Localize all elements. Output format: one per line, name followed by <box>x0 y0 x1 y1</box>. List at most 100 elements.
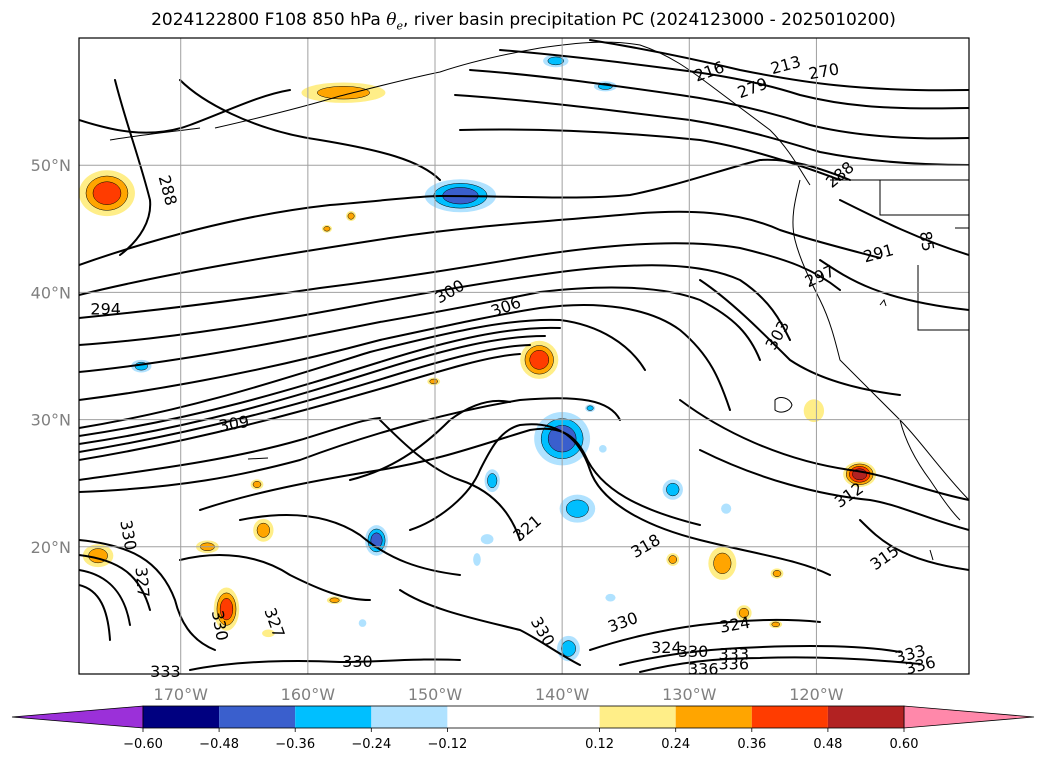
baja-coast <box>899 419 961 521</box>
contour-306 <box>79 318 646 429</box>
precip-blob-15-level-1 <box>666 482 680 497</box>
lon-tick-label-0: 170°W <box>154 685 209 704</box>
colorbar-segment-1 <box>143 706 220 728</box>
contour-north-2 <box>469 69 969 140</box>
colorbar-segment-3 <box>295 706 372 728</box>
lat-tick-label-2: 30°N <box>31 411 71 430</box>
contour-336 <box>639 656 921 673</box>
graticule <box>79 38 969 674</box>
precip-blob-34-level-1 <box>771 621 780 628</box>
island-4 <box>879 298 887 307</box>
contour-330d <box>179 554 371 601</box>
precip-blob-32-level-0 <box>605 593 616 602</box>
contour-label-23: 330 <box>342 652 373 671</box>
contour-label-30: 333 <box>719 644 750 663</box>
theta-e-contours <box>79 39 969 673</box>
contour-330g <box>589 618 821 651</box>
colorbar-tick-label-4: −0.12 <box>427 737 467 752</box>
precip-blob-19-level-2 <box>370 532 383 549</box>
contour-label-19: 327 <box>132 566 154 598</box>
precip-blob-5-level-1 <box>347 212 355 220</box>
contour-center-2 <box>239 514 461 576</box>
map-title: 2024122800 F108 850 hPa θe, river basin … <box>0 10 1047 32</box>
theta-symbol: θ <box>386 10 397 30</box>
contour-label-26: 324 <box>651 638 682 657</box>
precip-blob-16-level-0 <box>721 503 732 514</box>
precip-blob-3-level-1 <box>547 56 564 66</box>
colorbar <box>11 705 1035 729</box>
contour-309c <box>79 344 531 453</box>
contour-alaska-2 <box>114 79 152 256</box>
precip-blob-27-level-0 <box>358 619 367 627</box>
contour-333 <box>619 645 901 666</box>
longitude-labels: 170°W 160°W 150°W 140°W 130°W 120°W <box>154 685 844 704</box>
contour-312 <box>79 417 381 481</box>
lon-tick-label-3: 140°W <box>535 685 590 704</box>
colorbar-extend-high <box>903 705 1035 729</box>
contour-sw-4 <box>859 519 969 571</box>
contour-315 <box>79 397 621 493</box>
contour-north-3 <box>454 94 969 166</box>
lon-tick-label-5: 120°W <box>789 685 844 704</box>
title-prefix: 2024122800 F108 850 hPa <box>151 10 387 30</box>
contour-330e <box>399 589 581 666</box>
colorbar-tick-label-6: 0.24 <box>661 737 690 752</box>
precip-blob-33-level-1 <box>738 607 749 618</box>
aleutian-chain <box>109 127 201 141</box>
contour-label-31: 336 <box>719 655 750 674</box>
colorbar-segment-8 <box>751 706 828 728</box>
contour-330f <box>189 658 461 671</box>
colorbar-tick-label-3: −0.24 <box>351 737 391 752</box>
contour-alaska-3 <box>179 79 441 181</box>
state-border-1 <box>879 180 969 216</box>
colorbar-tick-label-0: −0.60 <box>123 737 163 752</box>
lat-tick-label-1: 40°N <box>31 283 71 302</box>
colorbar-segment-4 <box>371 706 448 728</box>
contour-label-22: 333 <box>150 662 181 681</box>
title-suffix: , river basin precipitation PC (20241230… <box>402 10 896 30</box>
contour-309d <box>79 353 521 461</box>
contour-330a <box>79 554 151 611</box>
precip-blob-1-level-1 <box>316 86 370 100</box>
contour-north-4 <box>459 128 841 181</box>
contour-north-5 <box>589 39 969 92</box>
contour-294 <box>79 242 841 319</box>
contour-north-1 <box>499 49 969 110</box>
contour-318 <box>199 427 701 526</box>
precip-blob-21-level-0 <box>473 553 481 566</box>
contour-309a <box>79 326 561 437</box>
lon-tick-label-4: 130°W <box>662 685 717 704</box>
colorbar-segment-5 <box>447 706 600 728</box>
contour-coast-2 <box>819 259 969 311</box>
coastlines <box>109 41 969 561</box>
colorbar-tick-label-2: −0.36 <box>275 737 315 752</box>
contour-center-1 <box>379 419 521 541</box>
map-frame <box>78 37 970 675</box>
contour-label-29: 336 <box>688 660 719 679</box>
island-3 <box>774 397 793 413</box>
contour-297 <box>79 264 791 346</box>
precip-blob-13-level-1 <box>566 499 589 518</box>
contour-alaska-1 <box>79 89 291 134</box>
precip-blob-20-level-0 <box>480 534 494 545</box>
precip-blob-25-level-0 <box>262 629 275 638</box>
precip-blob-26-level-1 <box>329 597 340 603</box>
colorbar-segment-9 <box>827 706 904 728</box>
precip-blob-12-level-1 <box>487 473 498 489</box>
precip-blob-24-level-2 <box>219 598 234 621</box>
precip-blob-8-level-2 <box>529 350 550 370</box>
contour-sw-3 <box>699 449 969 531</box>
colorbar-tick-label-7: 0.36 <box>737 737 766 752</box>
precip-blob-14-level-0 <box>599 445 607 453</box>
lat-tick-label-0: 50°N <box>31 156 71 175</box>
contour-309b <box>79 335 546 445</box>
colorbar-tick-label-5: 0.12 <box>585 737 614 752</box>
contour-label-27: 330 <box>678 642 709 661</box>
lon-tick-label-1: 160°W <box>281 685 336 704</box>
colorbar-segment-2 <box>219 706 296 728</box>
island-1 <box>247 457 269 460</box>
colorbar-tick-label-8: 0.48 <box>813 737 842 752</box>
contour-303 <box>79 303 731 411</box>
contour-coast-1 <box>839 199 969 256</box>
lat-tick-label-3: 20°N <box>31 538 71 557</box>
